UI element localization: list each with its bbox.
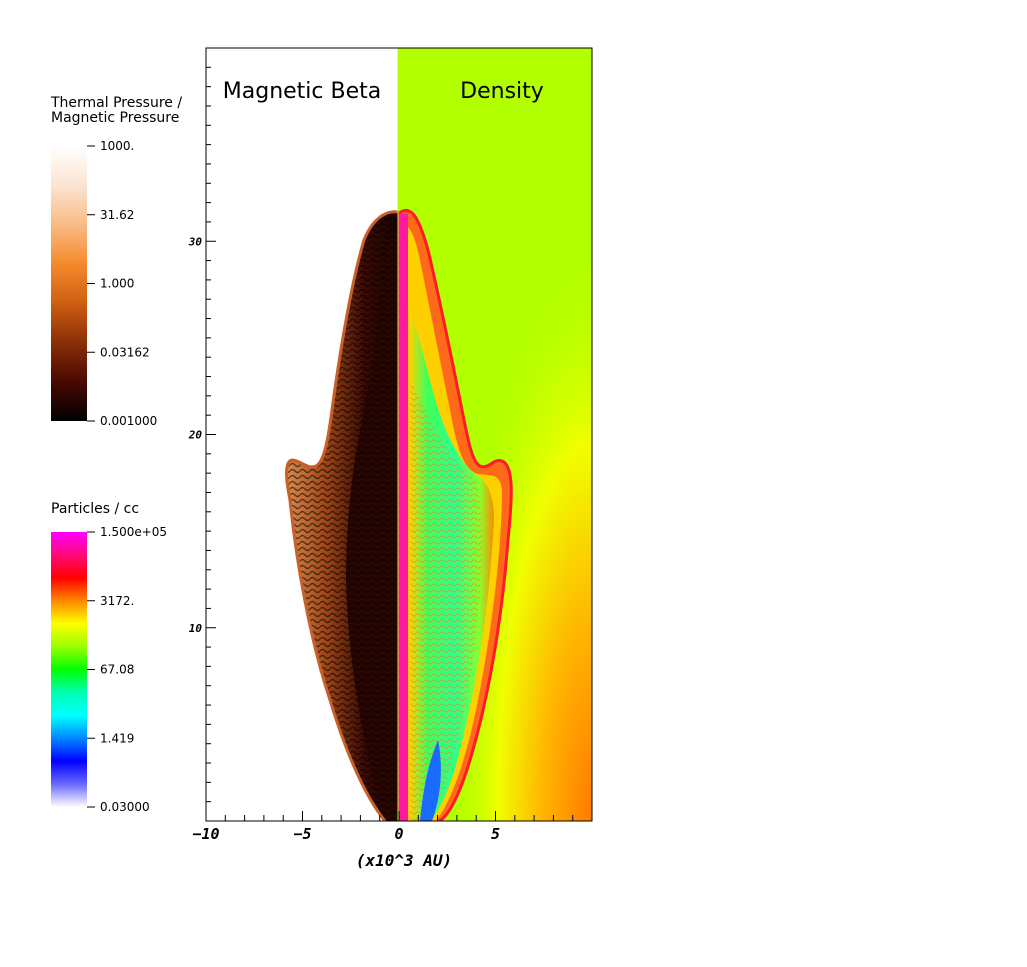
density-shell-edge bbox=[398, 208, 513, 821]
colorbar-gradient bbox=[51, 532, 87, 807]
colorbar-title-line1: Thermal Pressure / bbox=[50, 95, 182, 111]
colorbar-tick-label: 0.001000 bbox=[100, 414, 157, 428]
panel-title-magnetic-beta: Magnetic Beta bbox=[223, 79, 381, 104]
beta-map bbox=[285, 210, 398, 821]
density-map bbox=[398, 208, 513, 821]
colorbar-density: Particles / cc 1.500e+05 3172. 67.08 1.419 0… bbox=[51, 501, 167, 814]
beta-shell-edge bbox=[285, 210, 398, 821]
x-tick-label: −10 bbox=[192, 825, 219, 843]
density-cavity bbox=[420, 740, 441, 821]
colorbar-tick-label: 31.62 bbox=[100, 208, 134, 222]
colorbar-tick-label: 0.03162 bbox=[100, 345, 150, 359]
colorbar-tick-label: 1.000 bbox=[100, 277, 134, 291]
colorbar-tick-label: 1.500e+05 bbox=[100, 525, 167, 539]
y-tick-label: 10 bbox=[189, 622, 203, 635]
x-tick-label: −5 bbox=[293, 825, 311, 843]
y-tick-label: 30 bbox=[188, 235, 203, 248]
colorbar-title-line2: Magnetic Pressure bbox=[51, 110, 179, 126]
colorbar-tick-label: 3172. bbox=[100, 594, 134, 608]
density-ripples bbox=[410, 380, 482, 821]
x-axis-label: (x10^3 AU) bbox=[356, 851, 452, 870]
plot-area: Magnetic Beta Density −10 −5 0 5 10 20 30 (x1… bbox=[188, 47, 593, 870]
y-tick-label: 20 bbox=[188, 429, 203, 442]
colorbar-tick-label: 0.03000 bbox=[100, 800, 150, 814]
beta-ripples bbox=[286, 211, 398, 821]
colorbar-tick-label: 1.419 bbox=[100, 731, 134, 745]
x-tick-label: 0 bbox=[394, 825, 403, 843]
density-jet-axis bbox=[398, 214, 408, 821]
colorbar-title: Particles / cc bbox=[51, 501, 139, 517]
colorbar-gradient bbox=[51, 146, 87, 421]
colorbar-tick-label: 1000. bbox=[100, 139, 134, 153]
panel-title-density: Density bbox=[460, 79, 544, 104]
colorbar-magnetic-beta: Thermal Pressure / Magnetic Pressure 100… bbox=[50, 95, 182, 428]
x-tick-label: 5 bbox=[491, 825, 500, 843]
colorbar-tick-label: 67.08 bbox=[100, 663, 134, 677]
